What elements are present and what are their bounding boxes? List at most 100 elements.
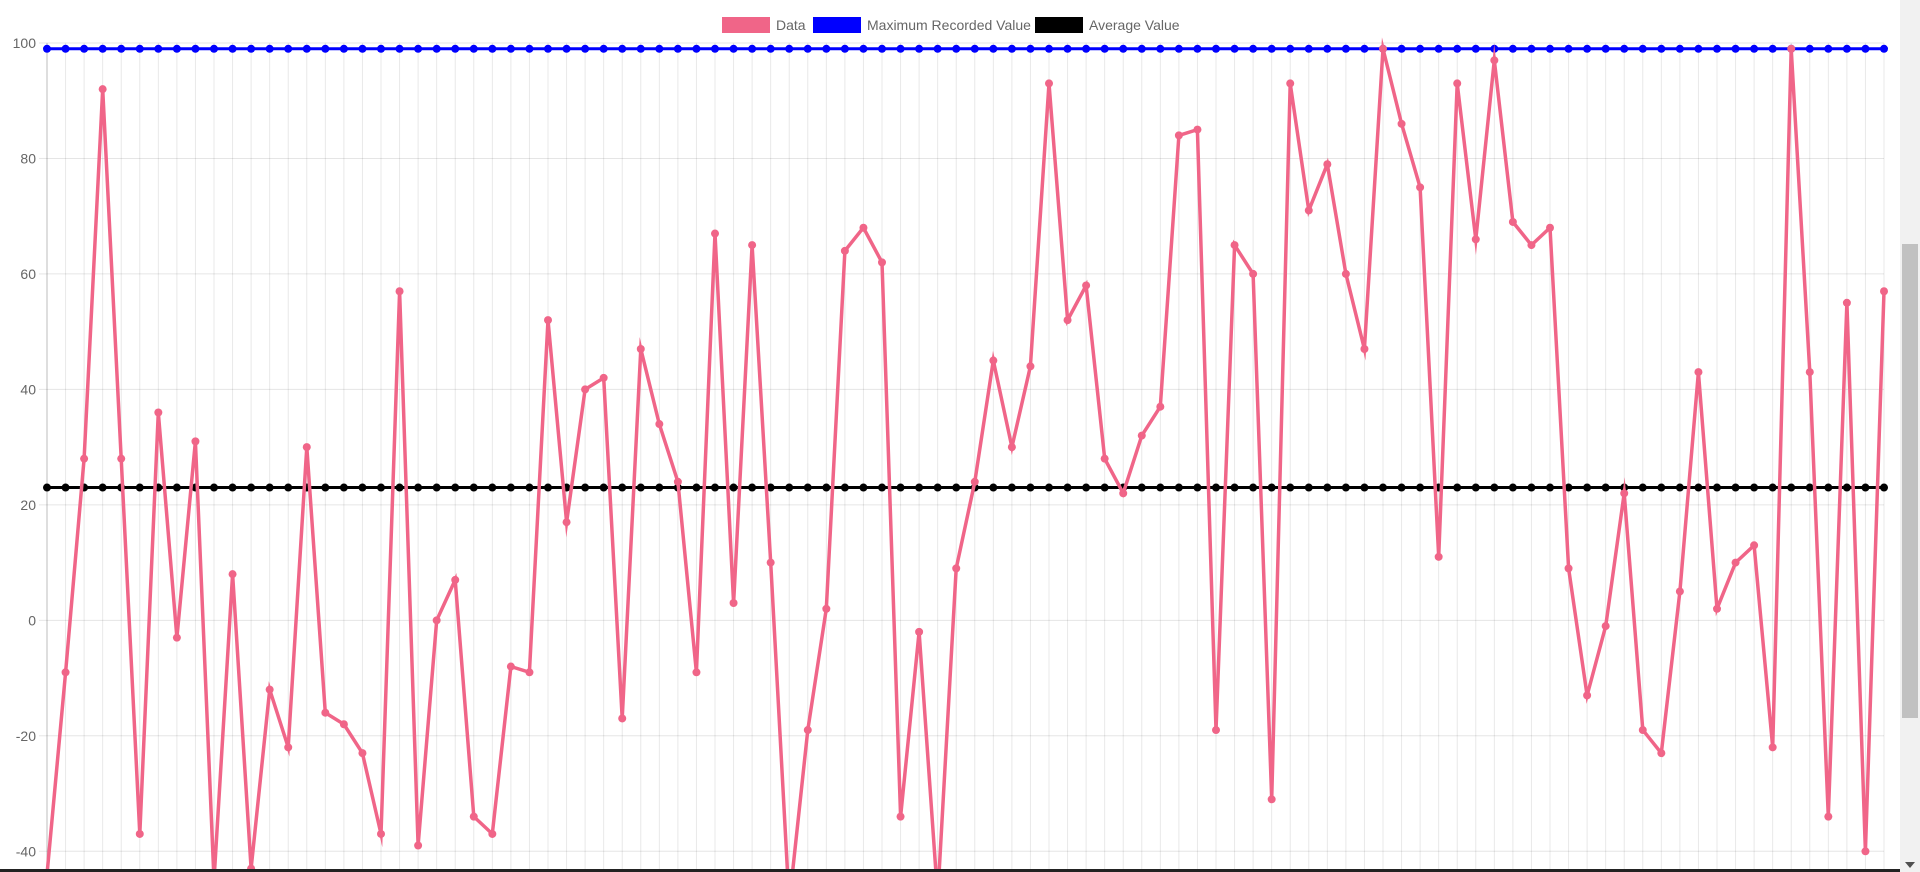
data-point[interactable] bbox=[896, 812, 905, 821]
average-value-point[interactable] bbox=[1304, 483, 1313, 492]
maximum-value-point[interactable] bbox=[395, 44, 404, 53]
maximum-value-point[interactable] bbox=[1713, 44, 1721, 53]
maximum-value-point[interactable] bbox=[154, 44, 163, 53]
legend-label-data[interactable]: Data bbox=[776, 17, 806, 33]
data-point[interactable] bbox=[1045, 79, 1053, 88]
vertical-scrollbar[interactable] bbox=[1900, 0, 1920, 872]
legend-swatch-data[interactable] bbox=[722, 17, 770, 33]
maximum-value-point[interactable] bbox=[1620, 44, 1629, 53]
average-value-point[interactable] bbox=[1490, 483, 1499, 492]
average-value-point[interactable] bbox=[488, 483, 497, 492]
data-point[interactable] bbox=[1379, 44, 1387, 53]
data-point[interactable] bbox=[284, 743, 293, 752]
data-point[interactable] bbox=[432, 616, 441, 625]
average-value-point[interactable] bbox=[729, 483, 738, 492]
data-point[interactable] bbox=[748, 241, 757, 250]
average-value-point[interactable] bbox=[711, 483, 719, 492]
data-point[interactable] bbox=[1230, 241, 1239, 250]
maximum-value-point[interactable] bbox=[1638, 44, 1647, 53]
data-point[interactable] bbox=[636, 344, 645, 353]
maximum-value-point[interactable] bbox=[1360, 44, 1369, 53]
maximum-value-point[interactable] bbox=[878, 44, 886, 53]
average-value-point[interactable] bbox=[989, 483, 998, 492]
data-point[interactable] bbox=[1824, 812, 1833, 821]
data-point[interactable] bbox=[1063, 316, 1072, 325]
maximum-value-point[interactable] bbox=[414, 44, 423, 53]
average-value-point[interactable] bbox=[748, 483, 757, 492]
maximum-value-point[interactable] bbox=[432, 44, 441, 53]
data-point[interactable] bbox=[599, 373, 608, 382]
maximum-value-point[interactable] bbox=[302, 44, 311, 53]
average-value-point[interactable] bbox=[228, 483, 237, 492]
maximum-value-point[interactable] bbox=[822, 44, 831, 53]
legend-label-average[interactable]: Average Value bbox=[1089, 17, 1180, 33]
average-value-point[interactable] bbox=[636, 483, 645, 492]
maximum-value-point[interactable] bbox=[581, 44, 590, 53]
maximum-value-point[interactable] bbox=[1583, 44, 1592, 53]
maximum-value-point[interactable] bbox=[1286, 44, 1295, 53]
data-point[interactable] bbox=[228, 570, 237, 579]
maximum-value-point[interactable] bbox=[61, 44, 70, 53]
data-point[interactable] bbox=[1805, 368, 1814, 377]
average-value-point[interactable] bbox=[599, 483, 608, 492]
maximum-value-point[interactable] bbox=[321, 44, 330, 53]
average-value-point[interactable] bbox=[377, 483, 385, 492]
maximum-value-point[interactable] bbox=[469, 44, 478, 53]
average-value-point[interactable] bbox=[1360, 483, 1369, 492]
average-value-point[interactable] bbox=[896, 483, 905, 492]
maximum-value-point[interactable] bbox=[1434, 44, 1443, 53]
data-point[interactable] bbox=[117, 454, 126, 463]
average-value-point[interactable] bbox=[61, 483, 70, 492]
data-point[interactable] bbox=[302, 443, 311, 452]
data-point[interactable] bbox=[1193, 125, 1202, 134]
maximum-value-point[interactable] bbox=[43, 44, 51, 53]
data-point[interactable] bbox=[1286, 79, 1295, 88]
maximum-value-point[interactable] bbox=[228, 44, 237, 53]
maximum-value-point[interactable] bbox=[970, 44, 979, 53]
average-value-point[interactable] bbox=[1174, 483, 1183, 492]
data-point[interactable] bbox=[506, 662, 515, 671]
maximum-value-point[interactable] bbox=[766, 44, 775, 53]
average-value-point[interactable] bbox=[1026, 483, 1035, 492]
average-value-point[interactable] bbox=[210, 483, 218, 492]
average-value-point[interactable] bbox=[785, 483, 794, 492]
data-point[interactable] bbox=[1675, 587, 1684, 596]
maximum-value-point[interactable] bbox=[1323, 44, 1332, 53]
maximum-value-point[interactable] bbox=[840, 44, 849, 53]
data-point[interactable] bbox=[1119, 489, 1128, 498]
data-point[interactable] bbox=[711, 229, 719, 238]
data-point[interactable] bbox=[525, 668, 534, 677]
data-point[interactable] bbox=[1249, 269, 1258, 278]
maximum-value-point[interactable] bbox=[247, 44, 256, 53]
data-point[interactable] bbox=[80, 454, 89, 463]
average-value-point[interactable] bbox=[1156, 483, 1165, 492]
data-point[interactable] bbox=[1360, 344, 1369, 353]
maximum-value-point[interactable] bbox=[506, 44, 515, 53]
data-point[interactable] bbox=[1601, 622, 1610, 631]
maximum-value-point[interactable] bbox=[265, 44, 274, 53]
data-point[interactable] bbox=[1212, 726, 1220, 735]
data-point[interactable] bbox=[1750, 541, 1759, 550]
data-point[interactable] bbox=[655, 420, 664, 429]
data-point[interactable] bbox=[1100, 454, 1109, 463]
maximum-value-point[interactable] bbox=[952, 44, 961, 53]
average-value-point[interactable] bbox=[43, 483, 51, 492]
average-value-point[interactable] bbox=[618, 483, 627, 492]
data-point[interactable] bbox=[1508, 217, 1517, 226]
maximum-value-point[interactable] bbox=[618, 44, 627, 53]
data-point[interactable] bbox=[878, 258, 886, 267]
data-point[interactable] bbox=[952, 564, 961, 573]
data-point[interactable] bbox=[191, 437, 200, 446]
maximum-value-point[interactable] bbox=[1564, 44, 1573, 53]
data-point[interactable] bbox=[618, 714, 627, 723]
average-value-point[interactable] bbox=[1713, 483, 1721, 492]
data-point[interactable] bbox=[172, 633, 181, 642]
average-value-point[interactable] bbox=[878, 483, 886, 492]
maximum-value-point[interactable] bbox=[1304, 44, 1313, 53]
maximum-value-point[interactable] bbox=[673, 44, 682, 53]
data-point[interactable] bbox=[61, 668, 70, 677]
average-value-point[interactable] bbox=[1731, 483, 1740, 492]
maximum-value-point[interactable] bbox=[1045, 44, 1053, 53]
data-point[interactable] bbox=[98, 85, 107, 94]
maximum-value-point[interactable] bbox=[1675, 44, 1684, 53]
